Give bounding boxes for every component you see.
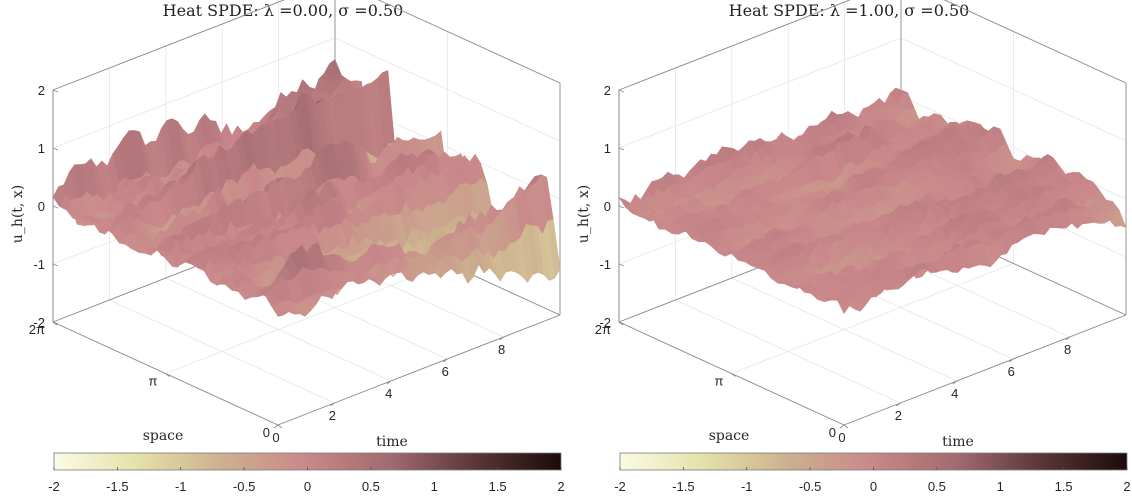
z-tick-mark [618,147,625,151]
x-tick-label: 8 [498,342,505,357]
z-tick-mark [618,89,625,93]
colorbar-tick-label: -0.5 [799,479,821,494]
gridline [165,263,448,374]
surface-patch [271,302,284,317]
y-tick-mark [277,424,283,429]
z-tick-mark [52,263,59,267]
colorbar-tick-label: -2 [48,479,60,494]
y-axis-label: space [143,428,184,444]
chart-title: Heat SPDE: λ =0.00, σ =0.50 [162,1,404,20]
z-axis-label: u_h(t, x) [10,185,26,243]
colorbar-tick-label: 1 [431,479,438,494]
box-edge [618,0,851,91]
gridline [900,37,1127,142]
x-tick-mark [330,402,335,407]
box-edge [377,0,561,84]
z-tick-mark [52,147,59,151]
x-tick-mark [273,424,279,429]
colorbar-tick-label: 1.5 [489,479,507,494]
x-tick-mark [896,402,901,407]
y-tick-mark [843,424,849,429]
surface-chart-left: Heat SPDE: λ =0.00, σ =0.50 0 2 4 6 8 0 π 2π -2-… [10,0,565,494]
x-tick-label: 0 [838,430,845,445]
x-axis-label: time [942,434,974,450]
z-tick-mark [618,263,625,267]
z-tick-label: -2 [599,315,611,330]
surface-chart-right: Heat SPDE: λ =1.00, σ =0.50 0 2 4 6 8 0 π 2π -2-… [566,0,1132,496]
colorbar-tick-label: -0.5 [233,479,255,494]
colorbar-tick-label: 0.5 [362,479,380,494]
x-axis [843,314,1127,426]
x-tick-mark [839,424,845,429]
x-tick-mark [386,380,392,385]
colorbar-tick-label: -1 [741,479,753,494]
x-tick-mark [1065,336,1070,341]
gridline [52,0,285,91]
y-tick-label: 0 [263,425,270,440]
colorbar-tick-label: 1.5 [1055,479,1073,494]
colorbar-tick-label: 2 [1123,479,1130,494]
x-axis [277,314,561,426]
x-tick-mark [499,336,504,341]
y-tick-mark [165,373,170,377]
x-tick-label: 4 [385,386,392,401]
colorbar-tick-label: 0.5 [928,479,946,494]
colorbar-tick-label: -1 [175,479,187,494]
y-tick-label: π [715,373,724,388]
z-tick-mark [618,321,625,325]
x-tick-label: 2 [895,408,902,423]
z-tick-label: 1 [604,141,611,156]
colorbar-tick-label: 0 [304,479,311,494]
colorbar-tick-label: -2 [614,479,626,494]
z-tick-label: 2 [38,83,45,98]
gridline [334,37,561,142]
x-tick-mark [442,358,448,363]
z-tick-mark [52,321,59,325]
colorbar-tick-label: -1.5 [106,479,128,494]
gridline [52,37,336,149]
z-tick-label: -1 [599,257,611,272]
gridline [618,37,902,149]
z-tick-label: 0 [38,199,45,214]
y-tick-label: 2π [29,322,45,337]
gridline [731,263,1014,374]
surface [618,87,1127,315]
z-axis-label: u_h(t, x) [576,185,592,243]
z-tick-label: -1 [33,257,45,272]
x-tick-label: 4 [951,386,958,401]
x-tick-mark [952,380,958,385]
z-tick-label: 1 [38,141,45,156]
x-tick-label: 6 [442,364,449,379]
colorbar-tick-label: 2 [557,479,564,494]
chart-title: Heat SPDE: λ =1.00, σ =0.50 [728,1,970,20]
z-tick-mark [52,89,59,93]
y-tick-mark [731,373,736,377]
z-tick-label: 0 [604,199,611,214]
x-tick-label: 2 [329,408,336,423]
box-edge [52,0,285,91]
colorbar-tick-label: 0 [870,479,877,494]
z-tick-mark [618,205,625,209]
colorbar-tick-label: -1.5 [672,479,694,494]
gridline [618,0,851,91]
colorbar-tick-label: 1 [997,479,1004,494]
surface-patch [837,300,850,315]
x-axis-label: time [376,434,408,450]
y-tick-label: π [149,373,158,388]
x-tick-label: 6 [1008,364,1015,379]
z-tick-label: 2 [604,83,611,98]
x-tick-label: 8 [1064,342,1071,357]
x-tick-mark [1008,358,1014,363]
z-tick-label: -2 [33,315,45,330]
y-tick-label: 2π [595,322,611,337]
box-edge [943,0,1127,84]
x-tick-label: 0 [272,430,279,445]
y-axis-label: space [709,428,750,444]
surface [52,59,561,318]
z-tick-mark [52,205,59,209]
y-tick-label: 0 [829,425,836,440]
